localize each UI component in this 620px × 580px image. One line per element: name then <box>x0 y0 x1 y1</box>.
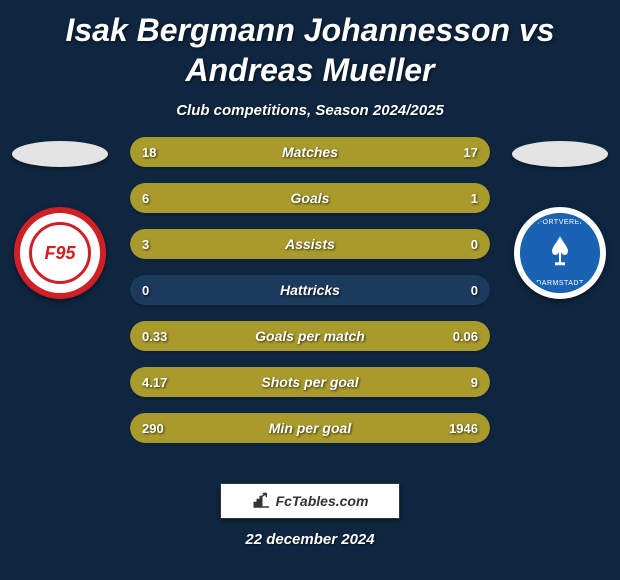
player-right-column: SPORTVEREIN DARMSTADT <box>500 137 620 299</box>
player-left-column: F95 <box>0 137 120 299</box>
stat-row: 4.179Shots per goal <box>130 367 490 397</box>
stat-row: 0.330.06Goals per match <box>130 321 490 351</box>
comparison-chart: F95 SPORTVEREIN DARMSTADT 1817Matches 61G… <box>0 137 620 477</box>
page-title: Isak Bergmann Johannesson vs Andreas Mue… <box>0 0 620 94</box>
club-left-badge: F95 <box>14 207 106 299</box>
lily-icon <box>540 232 580 272</box>
club-right-badge: SPORTVEREIN DARMSTADT <box>514 207 606 299</box>
stat-row: 1817Matches <box>130 137 490 167</box>
stat-row: 00Hattricks <box>130 275 490 305</box>
chart-icon <box>252 492 270 510</box>
club-right-badge-top: SPORTVEREIN <box>520 219 600 226</box>
player-left-photo-placeholder <box>12 141 108 167</box>
footer-date: 22 december 2024 <box>0 531 620 548</box>
club-right-badge-bottom: DARMSTADT <box>520 280 600 287</box>
club-left-badge-text: F95 <box>29 222 91 284</box>
stat-row: 30Assists <box>130 229 490 259</box>
brand-badge: FcTables.com <box>220 483 400 519</box>
subtitle: Club competitions, Season 2024/2025 <box>0 102 620 119</box>
player-right-photo-placeholder <box>512 141 608 167</box>
brand-text: FcTables.com <box>276 493 369 509</box>
stat-bars: 1817Matches 61Goals 30Assists 00Hattricks 0.… <box>130 137 490 459</box>
stat-row: 61Goals <box>130 183 490 213</box>
stat-row: 2901946Min per goal <box>130 413 490 443</box>
